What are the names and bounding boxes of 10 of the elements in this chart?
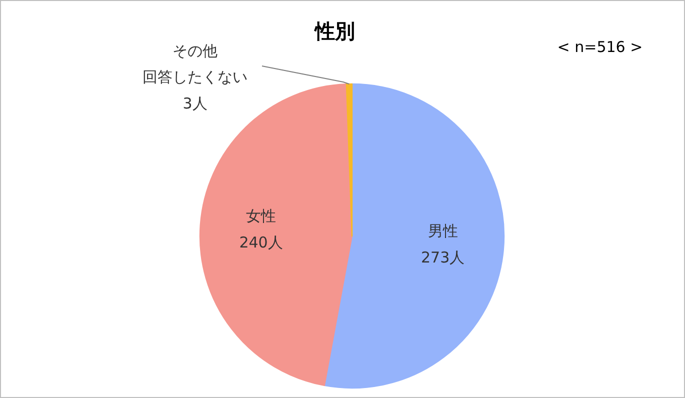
slice-label: 女性 [246,207,276,226]
pie-slice [324,83,504,388]
chart-title: 性別 [313,19,355,43]
slice-label: その他回答したくない [142,42,248,86]
text: < n=516 > [557,38,643,56]
slice-label: 男性 [428,222,458,240]
data-label: 240人 [239,233,283,252]
data-label: 273人 [421,248,465,266]
pie-slice [346,83,353,237]
data-label: 3人 [182,94,208,112]
